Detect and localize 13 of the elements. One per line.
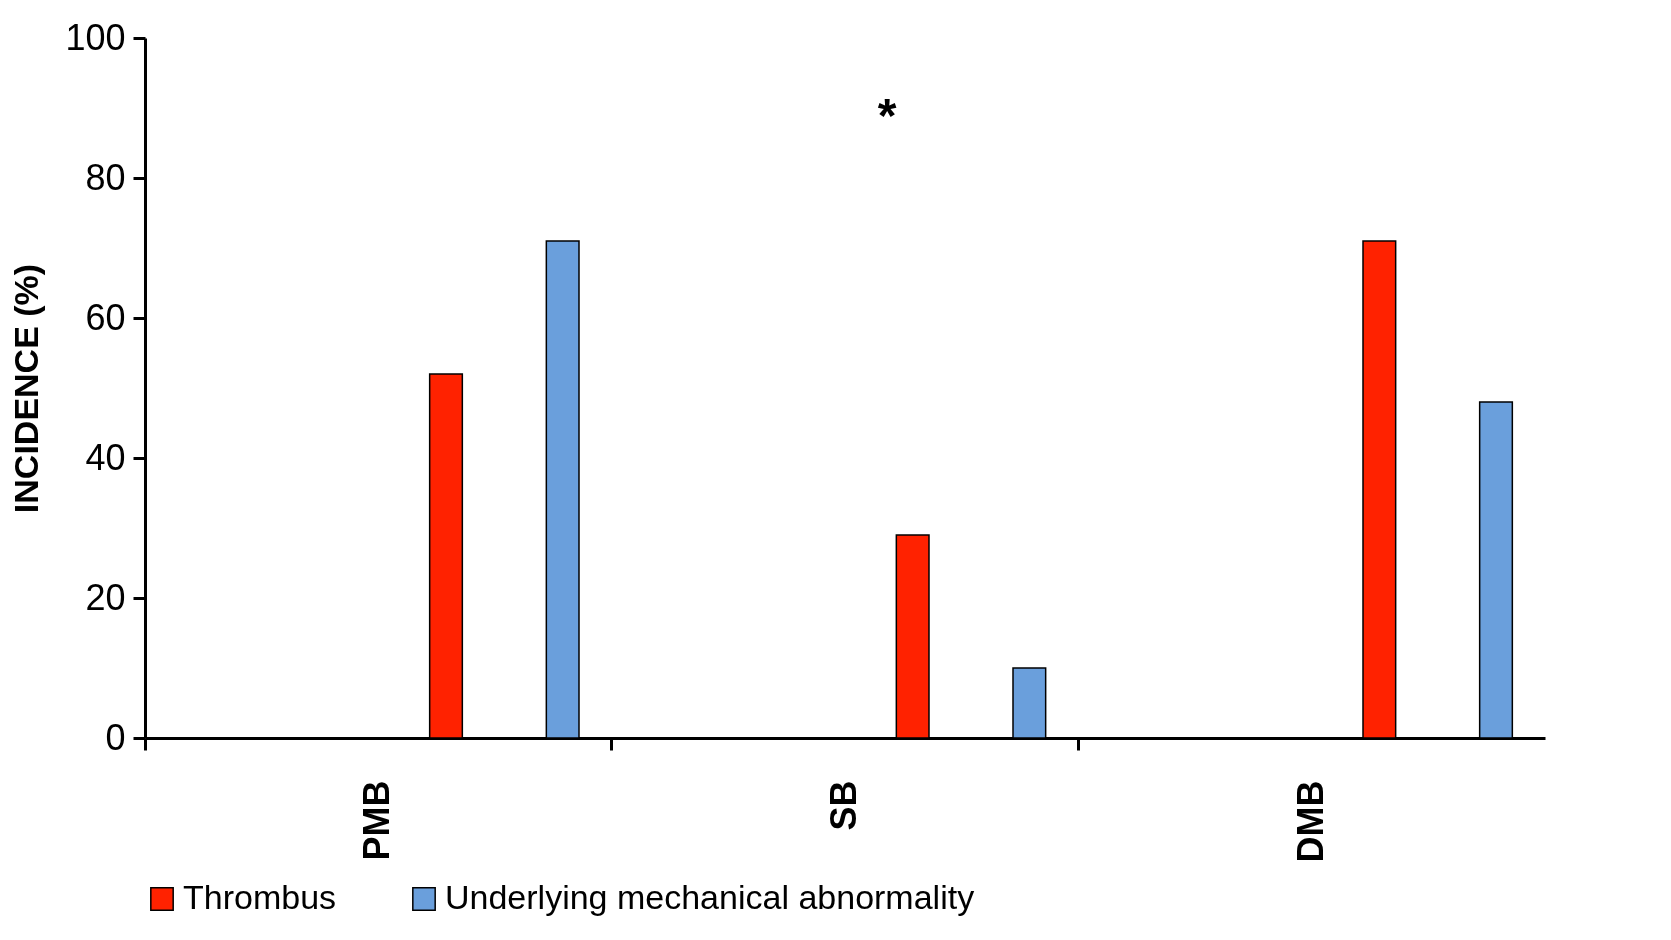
y-tick-label: 0 (105, 716, 126, 758)
y-axis-title: INCIDENCE (%) (7, 263, 46, 514)
x-tick-label: DMB (1289, 780, 1331, 863)
legend-label: Thrombus (183, 878, 337, 916)
y-tick-label: 20 (85, 576, 126, 618)
legend-label: Underlying mechanical abnormality (445, 878, 975, 916)
x-tick-label: SB (823, 780, 864, 831)
y-tick-label: 80 (85, 156, 126, 198)
y-tick-label: 60 (85, 296, 126, 338)
y-tick-label: 100 (65, 16, 126, 58)
y-tick-label: 40 (85, 436, 126, 478)
annotation: * (877, 89, 897, 142)
x-tick-label: PMB (356, 780, 398, 861)
